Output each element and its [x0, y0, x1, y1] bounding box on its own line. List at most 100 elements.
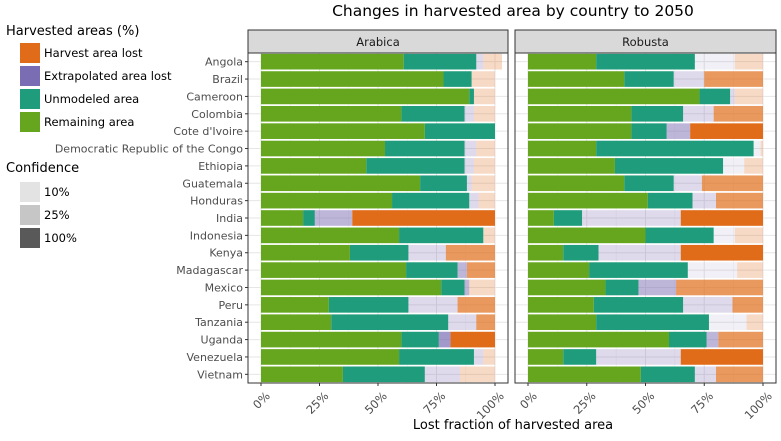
legend-label-conf-25: 25%: [44, 208, 70, 222]
panel-arabica-bar-segment: [399, 227, 484, 244]
panel-robusta-bar-segment: [596, 53, 695, 70]
panel-arabica-bar-segment: [471, 71, 495, 87]
legend-key-unmodeled: [20, 89, 40, 109]
panel-arabica-bar-segment: [464, 105, 474, 122]
y-tick-label: Democratic Republic of the Congo: [55, 143, 243, 156]
panel-arabica-bar-segment: [261, 123, 425, 139]
legend-label-conf-100: 100%: [44, 231, 77, 245]
panel-arabica-bar-segment: [445, 244, 495, 261]
y-tick-label: Indonesia: [190, 229, 243, 242]
panel-arabica-bar-segment: [469, 88, 474, 105]
panel-robusta-bar-segment: [753, 140, 761, 157]
panel-arabica-bar-segment: [478, 192, 495, 209]
panel-arabica-bar-segment: [464, 279, 470, 296]
panel-robusta-bar-segment: [699, 88, 731, 105]
legend-confidence-title: Confidence: [6, 161, 80, 176]
legend-key-conf-25: [20, 205, 40, 225]
panel-robusta-bar-segment: [638, 279, 677, 296]
y-tick-label: Madagascar: [176, 264, 243, 277]
panel-arabica-bar-segment: [408, 297, 458, 313]
y-tick-label: Colombia: [191, 108, 243, 121]
panel-robusta-bar-segment: [631, 105, 684, 122]
panel-robusta-bar-segment: [528, 262, 590, 278]
panel-robusta-bar-segment: [673, 71, 705, 87]
panel-robusta-bar-segment: [563, 349, 597, 365]
panel-robusta-x-tick-label: 0%: [517, 389, 540, 412]
panel-arabica-bar-segment: [261, 349, 400, 365]
panel-arabica-bar-segment: [261, 53, 404, 70]
panel-robusta-bar-segment: [676, 279, 763, 296]
panel-robusta-bar-segment: [680, 349, 763, 365]
y-tick-label: Venezuela: [187, 351, 244, 364]
panel-arabica-bar-segment: [261, 366, 343, 383]
panel-arabica-bar-segment: [261, 314, 332, 331]
panel-arabica-bar-segment: [349, 244, 409, 261]
panel-robusta-bar-segment: [528, 244, 564, 261]
panel-robusta-bar-segment: [690, 123, 763, 139]
panel-arabica-bar-segment: [420, 175, 467, 192]
panel-robusta-bar-segment: [528, 105, 632, 122]
panel-robusta-bar-segment: [528, 88, 700, 105]
panel-robusta-bar-segment: [593, 297, 684, 313]
panel-robusta-bar-segment: [589, 262, 688, 278]
panel-arabica-bar-segment: [473, 88, 495, 105]
panel-arabica-bar-segment: [261, 279, 442, 296]
panel-arabica-bar-segment: [476, 314, 495, 331]
legend-label-unmodeled: Unmodeled area: [44, 92, 140, 106]
panel-arabica-bar-segment: [314, 210, 353, 226]
panel-arabica-bar-segment: [352, 210, 495, 226]
panel-robusta-bar-segment: [713, 105, 763, 122]
legend-key-conf-10: [20, 182, 40, 202]
panel-arabica-bar-segment: [466, 175, 472, 192]
panel-arabica-bar-segment: [261, 297, 329, 313]
panel-arabica-bar-segment: [469, 192, 479, 209]
legend-label-extrapolated-lost: Extrapolated area lost: [44, 69, 172, 83]
panel-arabica-bar-segment: [476, 53, 484, 70]
panel-robusta-bar-segment: [716, 366, 763, 383]
panel-robusta-bar-segment: [680, 244, 763, 261]
legend-key-harvest-lost: [20, 43, 40, 63]
panel-arabica-bar-segment: [476, 140, 495, 157]
panel-robusta-bar-segment: [528, 366, 641, 383]
panel-robusta-bar-segment: [734, 88, 763, 105]
legend-key-extrapolated-lost: [20, 66, 40, 86]
panel-arabica-bar-segment: [448, 314, 477, 331]
panel-arabica-bar-segment: [385, 140, 465, 157]
panel-arabica-bar-segment: [261, 244, 350, 261]
panel-robusta-bar-segment: [706, 331, 719, 348]
y-tick-label: Brazil: [212, 73, 243, 86]
panel-arabica-bar-segment: [261, 262, 407, 278]
legend-label-harvest-lost: Harvest area lost: [44, 46, 143, 60]
panel-robusta-bar-segment: [669, 331, 707, 348]
panel-robusta-bar-segment: [645, 227, 714, 244]
panel-robusta-bar-segment: [614, 158, 724, 174]
panel-arabica-bar-segment: [483, 53, 503, 70]
panel-arabica-x-tick-label: 25%: [303, 389, 331, 417]
panel-arabica-bar-segment: [328, 297, 409, 313]
panel-arabica-bar-segment: [473, 158, 495, 174]
panel-robusta-bar-segment: [734, 53, 763, 70]
panel-robusta-bar-segment: [746, 314, 763, 331]
y-tick-label: Peru: [218, 299, 243, 312]
panel-arabica-bar-segment: [424, 123, 495, 139]
panel-arabica-bar-segment: [469, 279, 495, 296]
panel-robusta-bar-segment: [718, 331, 763, 348]
panel-robusta-bar-segment: [605, 279, 639, 296]
panel-robusta-bar-segment: [528, 297, 594, 313]
panel-robusta-bar-segment: [624, 175, 674, 192]
panel-robusta-bar-segment: [683, 105, 714, 122]
panel-robusta-bar-segment: [730, 88, 735, 105]
panel-robusta-x-tick-label: 75%: [688, 389, 716, 417]
panel-arabica-bar-segment: [457, 262, 467, 278]
panel-arabica-bar-segment: [443, 71, 472, 87]
panel-arabica-bar-segment: [303, 210, 315, 226]
panel-robusta-bar-segment: [640, 366, 695, 383]
legend-label-conf-10: 10%: [44, 185, 70, 199]
panel-arabica-bar-segment: [471, 175, 495, 192]
panel-robusta-x-tick-label: 50%: [629, 389, 657, 417]
panel-arabica-bar-segment: [392, 192, 470, 209]
panel-arabica-bar-segment: [261, 71, 444, 87]
panel-robusta-bar-segment: [680, 210, 763, 226]
panel-arabica-x-tick-label: 75%: [420, 389, 448, 417]
